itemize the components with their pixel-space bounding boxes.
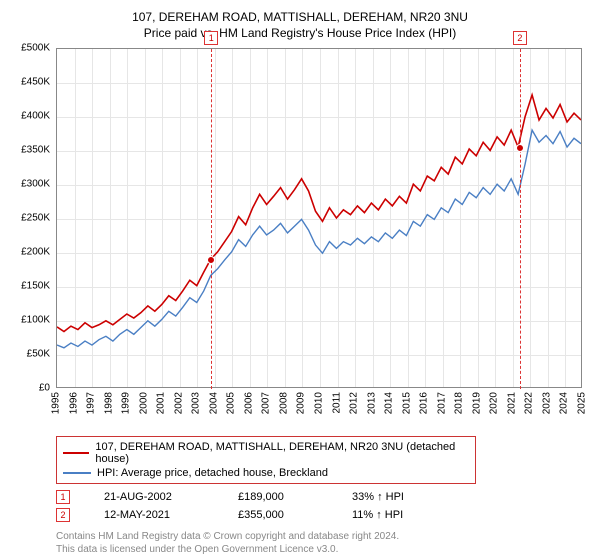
legend-swatch [63, 472, 91, 474]
chart-subtitle: Price paid vs. HM Land Registry's House … [12, 26, 588, 40]
x-tick-label: 2014 [384, 392, 395, 414]
x-tick-label: 2003 [191, 392, 202, 414]
marker-box: 2 [513, 31, 527, 45]
legend-item: 107, DEREHAM ROAD, MATTISHALL, DEREHAM, … [63, 440, 469, 466]
event-price: £355,000 [238, 509, 318, 521]
x-tick-label: 2001 [156, 392, 167, 414]
y-tick-label: £150K [21, 281, 50, 292]
x-tick-label: 2009 [296, 392, 307, 414]
x-tick-label: 2006 [243, 392, 254, 414]
x-tick-label: 1996 [68, 392, 79, 414]
event-marker: 1 [56, 490, 70, 504]
event-price: £189,000 [238, 491, 318, 503]
x-tick-label: 1998 [103, 392, 114, 414]
x-tick-label: 2012 [349, 392, 360, 414]
x-tick-label: 2020 [489, 392, 500, 414]
marker-line [211, 49, 212, 389]
x-tick-label: 2000 [138, 392, 149, 414]
y-tick-label: £350K [21, 145, 50, 156]
x-tick-label: 2010 [314, 392, 325, 414]
y-tick-label: £450K [21, 77, 50, 88]
event-date: 12-MAY-2021 [104, 509, 204, 521]
marker-dot [207, 256, 215, 264]
y-tick-label: £200K [21, 247, 50, 258]
chart-container: 107, DEREHAM ROAD, MATTISHALL, DEREHAM, … [0, 0, 600, 560]
event-marker: 2 [56, 508, 70, 522]
x-tick-label: 2015 [401, 392, 412, 414]
x-tick-label: 2022 [524, 392, 535, 414]
x-tick-label: 2013 [366, 392, 377, 414]
plot-area: 12 [56, 48, 582, 388]
event-pct: 33% ↑ HPI [352, 491, 432, 503]
legend-item: HPI: Average price, detached house, Brec… [63, 466, 469, 480]
y-tick-label: £400K [21, 111, 50, 122]
x-tick-label: 1999 [121, 392, 132, 414]
y-tick-label: £250K [21, 213, 50, 224]
series-line [57, 95, 581, 332]
x-tick-label: 2019 [471, 392, 482, 414]
x-tick-label: 2021 [506, 392, 517, 414]
y-tick-label: £500K [21, 43, 50, 54]
x-tick-label: 2004 [208, 392, 219, 414]
y-tick-label: £0 [39, 383, 50, 394]
x-tick-label: 2025 [577, 392, 588, 414]
x-tick-label: 2002 [173, 392, 184, 414]
y-tick-label: £50K [27, 349, 50, 360]
series-line [57, 130, 581, 348]
event-table: 1 21-AUG-2002 £189,000 33% ↑ HPI 2 12-MAY-202… [56, 490, 588, 522]
marker-dot [516, 144, 524, 152]
legend-swatch [63, 452, 89, 454]
chart-title: 107, DEREHAM ROAD, MATTISHALL, DEREHAM, … [12, 10, 588, 24]
x-tick-label: 2024 [559, 392, 570, 414]
event-row: 1 21-AUG-2002 £189,000 33% ↑ HPI [56, 490, 588, 504]
line-series [57, 49, 581, 387]
x-tick-label: 2016 [419, 392, 430, 414]
event-date: 21-AUG-2002 [104, 491, 204, 503]
y-axis-labels: £0£50K£100K£150K£200K£250K£300K£350K£400… [12, 48, 52, 388]
x-tick-label: 2005 [226, 392, 237, 414]
x-tick-label: 2008 [278, 392, 289, 414]
x-tick-label: 1997 [86, 392, 97, 414]
y-tick-label: £300K [21, 179, 50, 190]
marker-box: 1 [204, 31, 218, 45]
legend-label: 107, DEREHAM ROAD, MATTISHALL, DEREHAM, … [95, 441, 469, 465]
x-tick-label: 2011 [331, 392, 342, 414]
x-tick-label: 2017 [436, 392, 447, 414]
event-row: 2 12-MAY-2021 £355,000 11% ↑ HPI [56, 508, 588, 522]
footer-line-1: Contains HM Land Registry data © Crown c… [56, 530, 588, 543]
legend: 107, DEREHAM ROAD, MATTISHALL, DEREHAM, … [56, 436, 476, 484]
legend-label: HPI: Average price, detached house, Brec… [97, 467, 328, 479]
footer: Contains HM Land Registry data © Crown c… [56, 530, 588, 556]
x-tick-label: 1995 [51, 392, 62, 414]
x-tick-label: 2018 [454, 392, 465, 414]
chart-area: £0 £50K £100K £150K £200K £250K £300K £350K £400… [12, 48, 588, 408]
footer-line-2: This data is licensed under the Open Gov… [56, 543, 588, 556]
x-tick-label: 2023 [541, 392, 552, 414]
marker-line [520, 49, 521, 389]
x-tick-label: 2007 [261, 392, 272, 414]
y-tick-label: £100K [21, 315, 50, 326]
event-pct: 11% ↑ HPI [352, 509, 432, 521]
x-axis-labels: 1995199619971998199920002001200220032004… [56, 390, 582, 410]
